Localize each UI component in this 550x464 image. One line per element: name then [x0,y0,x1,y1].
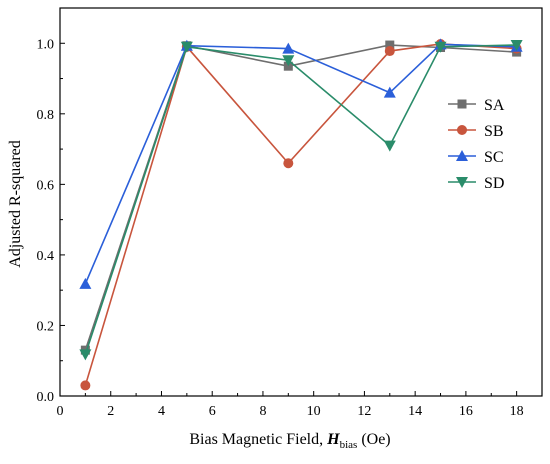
series-line-sc [84,43,517,285]
x-axis-label-symbol: H [326,431,340,448]
y-tick-label-5: 1.0 [37,37,55,52]
data-point-sd-1 [180,41,193,53]
legend-label-sd: SD [484,175,504,192]
series-line-sd [84,44,517,355]
y-tick-label-1: 0.2 [37,319,55,334]
x-tick-label-6: 12 [357,404,371,419]
legend-item-sd: SD [448,175,504,192]
x-axis-label-suffix: (Oe) [357,431,390,448]
x-tick-label-4: 8 [259,404,266,419]
x-axis-label: Bias Magnetic Field, Hbias (Oe) [189,431,390,451]
x-tick-label-3: 6 [209,404,216,419]
data-point-sb-0 [80,380,91,391]
data-point-sd-5 [510,40,523,52]
y-tick-label-3: 0.6 [37,178,55,193]
legend-marker-sc [456,150,468,161]
y-tick-label-2: 0.4 [37,249,55,264]
data-point-sb-3 [384,46,395,57]
legend-label-sa: SA [484,97,505,114]
y-tick-label-0: 0.0 [37,390,55,405]
legend-item-sb: SB [448,123,504,140]
plot-frame [59,7,543,397]
data-point-sc-3 [383,86,396,98]
series-sd [79,40,523,361]
legend-label-sc: SC [484,149,504,166]
series-sb [80,38,522,391]
x-axis-label-prefix: Bias Magnetic Field, [189,431,327,448]
legend-label-sb: SB [484,123,504,140]
data-point-sd-3 [383,140,396,152]
x-tick-label-7: 14 [408,404,422,419]
x-tick-label-5: 10 [307,404,321,419]
x-tick-label-1: 2 [107,404,114,419]
data-point-sd-2 [282,55,295,67]
series-sa [80,40,522,355]
data-point-sb-2 [283,158,294,169]
legend-item-sc: SC [448,149,504,166]
data-point-sc-2 [282,42,295,54]
x-axis-label-subscript: bias [340,439,358,451]
x-tick-label-0: 0 [57,404,64,419]
legend-marker-sa [457,99,467,109]
x-tick-label-9: 18 [510,404,524,419]
data-point-sa-3 [385,40,395,50]
series-line-sa [84,44,517,351]
series-sc [79,38,523,289]
legend-marker-sd [456,177,468,188]
x-tick-label-8: 16 [459,404,473,419]
y-tick-label-4: 0.8 [37,108,55,123]
data-point-sd-4 [434,41,447,53]
x-tick-label-2: 4 [158,404,165,419]
legend-item-sa: SA [448,97,505,114]
data-point-sd-0 [79,349,92,361]
data-point-sc-0 [79,277,92,289]
legend-marker-sb [457,125,467,135]
y-axis-label: Adjusted R-squared [7,140,24,268]
series-line-sb [84,43,517,386]
